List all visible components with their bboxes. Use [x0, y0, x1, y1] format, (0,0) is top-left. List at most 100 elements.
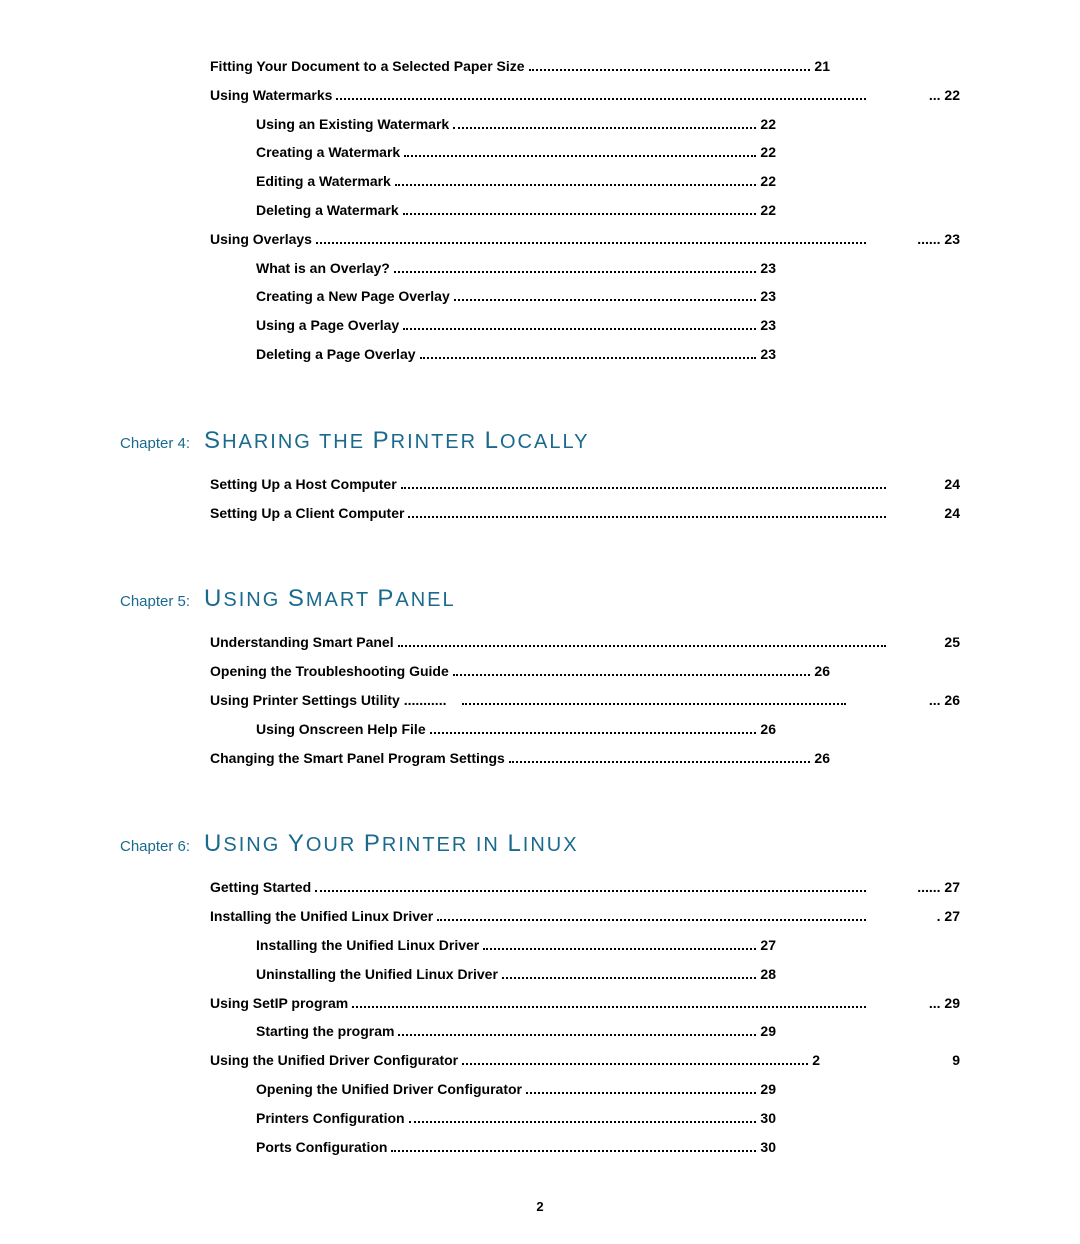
toc-entry[interactable]: Deleting a Watermark 22: [210, 199, 960, 223]
toc-entry[interactable]: Using Onscreen Help File 26: [210, 718, 960, 742]
toc-entry[interactable]: Starting the program 29: [210, 1020, 960, 1044]
toc-entry-page: 22: [760, 113, 776, 137]
toc-entry-page: ... 29: [929, 992, 960, 1016]
toc-entry-label: Opening the Unified Driver Configurator: [256, 1078, 522, 1102]
toc-entry-label: Using the Unified Driver Configurator: [210, 1049, 458, 1073]
toc-entry[interactable]: Editing a Watermark 22: [210, 170, 960, 194]
toc-entry[interactable]: Installing the Unified Linux Driver 27: [210, 934, 960, 958]
toc-entry-label: Editing a Watermark: [256, 170, 391, 194]
toc-entry[interactable]: Fitting Your Document to a Selected Pape…: [210, 55, 960, 79]
leader-dots: [462, 1055, 808, 1065]
toc-entry[interactable]: What is an Overlay? 23: [210, 257, 960, 281]
page-number: 2: [120, 1199, 960, 1214]
toc-entry-page: 25: [944, 631, 960, 655]
leader-dots: [401, 478, 886, 488]
leader-dots: [453, 666, 811, 676]
toc-page: Fitting Your Document to a Selected Pape…: [0, 0, 1080, 1244]
toc-entry[interactable]: Getting Started ...... 27: [210, 876, 960, 900]
toc-entry[interactable]: Changing the Smart Panel Program Setting…: [210, 747, 960, 771]
chapter-label: Chapter 4:: [120, 435, 190, 452]
toc-entry-label: Setting Up a Host Computer: [210, 473, 397, 497]
toc-entry-label: Changing the Smart Panel Program Setting…: [210, 747, 505, 771]
leader-dots: [453, 118, 756, 128]
toc-entry[interactable]: Using Watermarks ... 22: [210, 84, 960, 108]
leader-dots: [398, 1026, 756, 1036]
toc-entry-label: Setting Up a Client Computer: [210, 502, 404, 526]
toc-entry-label: Creating a New Page Overlay: [256, 285, 450, 309]
toc-entry-page: 22: [760, 170, 776, 194]
leader-dots: [315, 882, 866, 892]
toc-entry-page: 9: [952, 1049, 960, 1073]
toc-entry-label: Using Printer Settings Utility .........…: [210, 689, 458, 713]
leader-dots: [526, 1084, 756, 1094]
toc-entry[interactable]: Understanding Smart Panel 25: [210, 631, 960, 655]
toc-entry[interactable]: Deleting a Page Overlay 23: [210, 343, 960, 367]
leader-dots: [404, 147, 756, 157]
toc-entry[interactable]: Installing the Unified Linux Driver . 27: [210, 905, 960, 929]
toc-entry[interactable]: Using an Existing Watermark 22: [210, 113, 960, 137]
toc-entry-page: ... 26: [929, 689, 960, 713]
toc-entry-page: 26: [814, 747, 830, 771]
leader-dots: [408, 507, 886, 517]
toc-entry-label: Using SetIP program: [210, 992, 348, 1016]
toc-entry[interactable]: Printers Configuration 30: [210, 1107, 960, 1131]
toc-entry-page: 23: [760, 343, 776, 367]
toc-entry[interactable]: Setting Up a Client Computer 24: [210, 502, 960, 526]
toc-entry-page: 23: [760, 314, 776, 338]
toc-entry[interactable]: Using Overlays ...... 23: [210, 228, 960, 252]
toc-entry-page: 29: [760, 1078, 776, 1102]
toc-entry-label: Opening the Troubleshooting Guide: [210, 660, 449, 684]
toc-entry[interactable]: Opening the Troubleshooting Guide 26: [210, 660, 960, 684]
toc-entry[interactable]: Using Printer Settings Utility .........…: [210, 689, 960, 713]
leader-dots: [336, 89, 866, 99]
toc-entry-label: Using a Page Overlay: [256, 314, 399, 338]
toc-entry-label: Installing the Unified Linux Driver: [210, 905, 433, 929]
leader-dots: [509, 752, 811, 762]
chapter-label: Chapter 6:: [120, 838, 190, 855]
toc-entry-page: 23: [760, 257, 776, 281]
toc-entry-page: 26: [760, 718, 776, 742]
chapter-4-heading: Chapter 4: SHARING THE PRINTER LOCALLY: [120, 427, 960, 455]
toc-entry[interactable]: Opening the Unified Driver Configurator …: [210, 1078, 960, 1102]
toc-entry-label: Starting the program: [256, 1020, 394, 1044]
toc-entry-page: ...... 23: [917, 228, 960, 252]
chapter-label: Chapter 5:: [120, 593, 190, 610]
chapter-6-heading: Chapter 6: USING YOUR PRINTER IN LINUX: [120, 830, 960, 858]
leader-dots: [395, 176, 757, 186]
toc-entry-page: 22: [760, 199, 776, 223]
toc-entry[interactable]: Uninstalling the Unified Linux Driver 28: [210, 963, 960, 987]
leader-dots: [437, 911, 866, 921]
toc-entry[interactable]: Creating a Watermark 22: [210, 141, 960, 165]
toc-entry-page: 21: [814, 55, 830, 79]
toc-entry-label: Printers Configuration: [256, 1107, 405, 1131]
toc-entry-label: Using Watermarks: [210, 84, 332, 108]
toc-entry-page-part: 2: [812, 1049, 820, 1073]
chapter-6: Chapter 6: USING YOUR PRINTER IN LINUX G…: [120, 830, 960, 1159]
toc-entry-label: Using an Existing Watermark: [256, 113, 449, 137]
toc-entry-page: 29: [760, 1020, 776, 1044]
toc-entry[interactable]: Creating a New Page Overlay 23: [210, 285, 960, 309]
toc-entry[interactable]: Ports Configuration 30: [210, 1136, 960, 1160]
chapter-title: USING SMART PANEL: [204, 585, 456, 613]
chapter-6-rows: Getting Started ...... 27 Installing the …: [210, 876, 960, 1159]
leader-dots: [409, 1112, 757, 1122]
chapter-title: USING YOUR PRINTER IN LINUX: [204, 830, 579, 858]
toc-entry-page: 22: [760, 141, 776, 165]
chapter-5: Chapter 5: USING SMART PANEL Understandi…: [120, 585, 960, 770]
toc-entry[interactable]: Setting Up a Host Computer 24: [210, 473, 960, 497]
toc-entry-page: ... 22: [929, 84, 960, 108]
chapter-4-rows: Setting Up a Host Computer 24Setting Up …: [210, 473, 960, 526]
leader-dots: [403, 205, 757, 215]
toc-entry-label: What is an Overlay?: [256, 257, 390, 281]
leader-dots: [394, 262, 757, 272]
leader-dots: [398, 637, 886, 647]
toc-entry-label: Uninstalling the Unified Linux Driver: [256, 963, 498, 987]
toc-entry[interactable]: Using SetIP program ... 29: [210, 992, 960, 1016]
toc-entry[interactable]: Using the Unified Driver Configurator 2 9: [210, 1049, 960, 1073]
toc-entry[interactable]: Using a Page Overlay 23: [210, 314, 960, 338]
leader-dots: [316, 233, 866, 243]
leader-dots: [403, 320, 756, 330]
toc-entry-label: Deleting a Watermark: [256, 199, 399, 223]
leader-dots: [420, 349, 757, 359]
toc-entry-label: Getting Started: [210, 876, 311, 900]
